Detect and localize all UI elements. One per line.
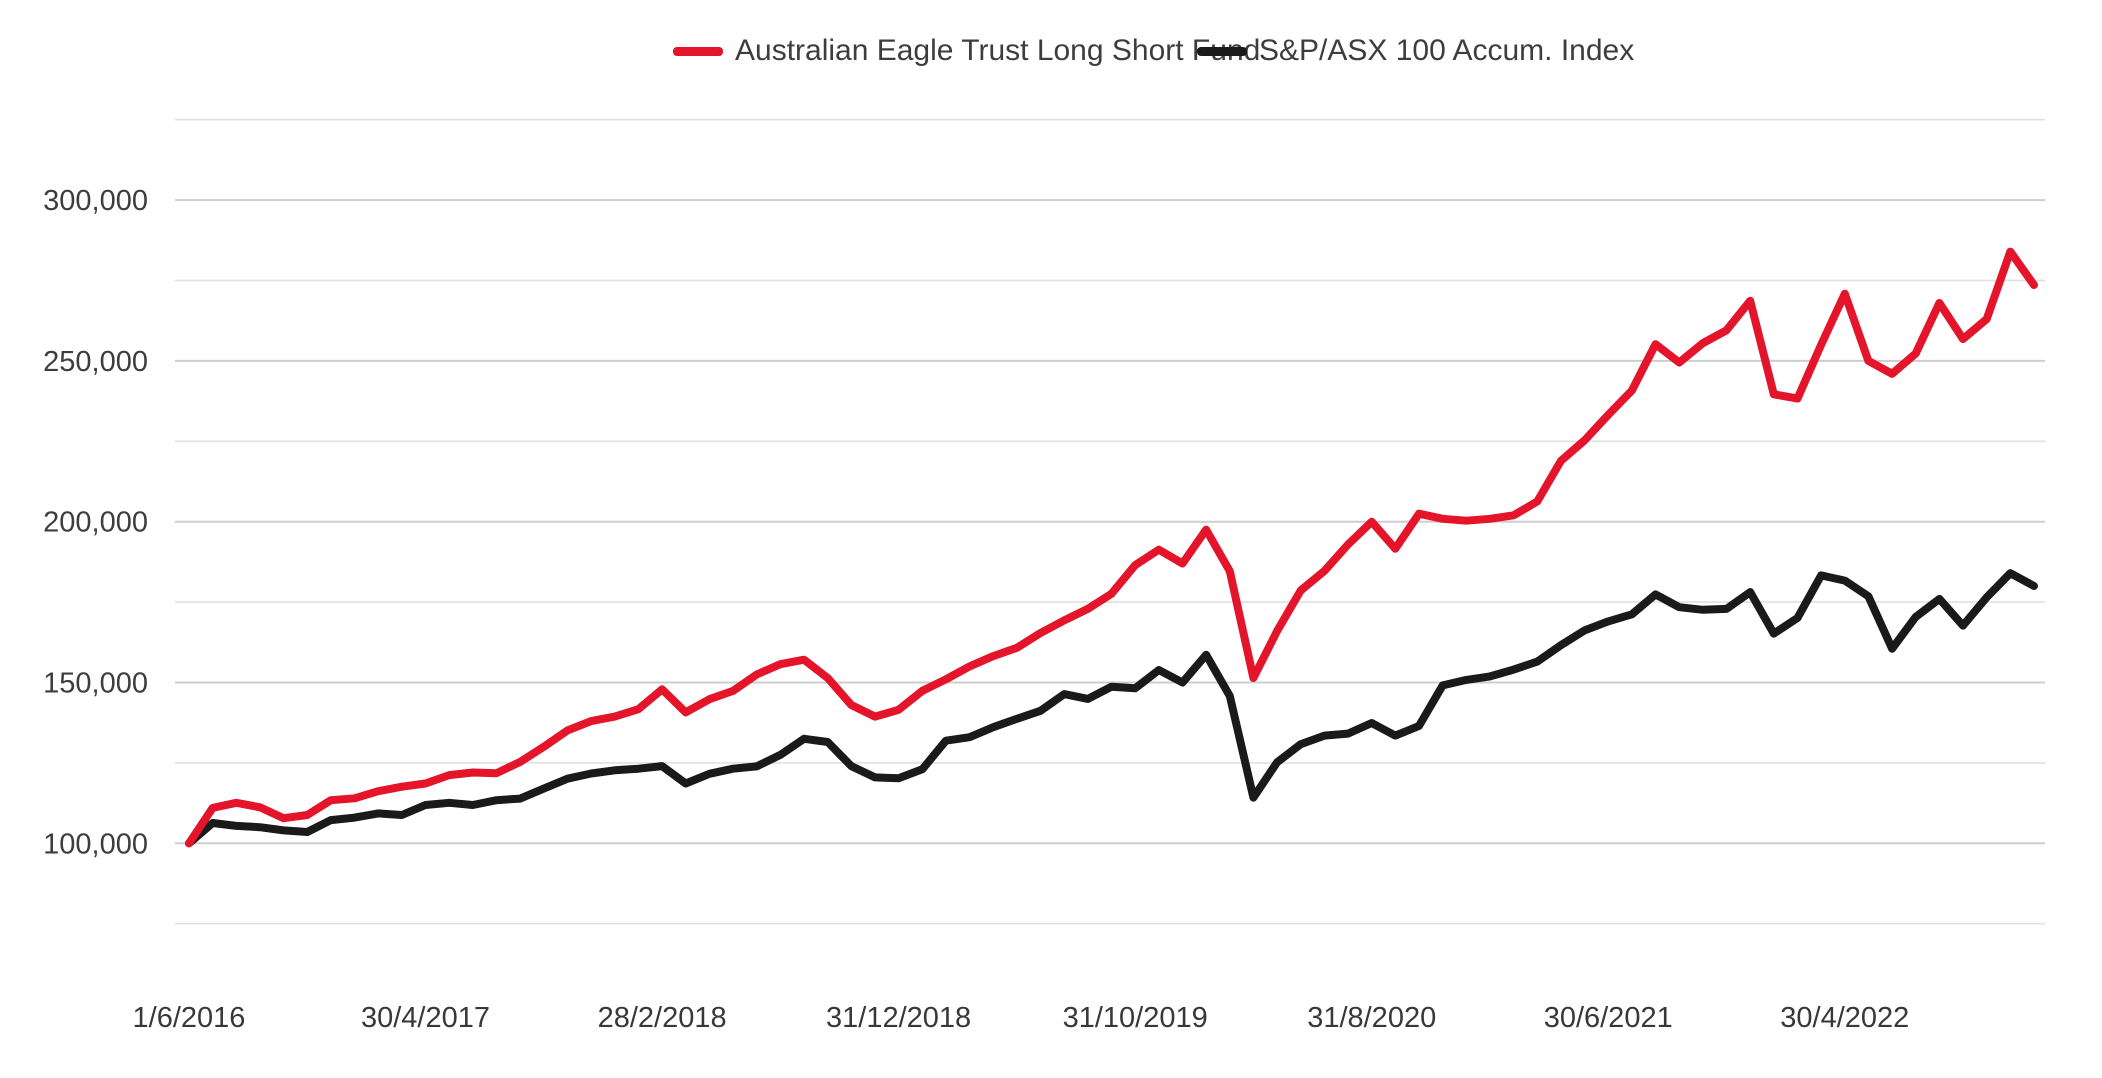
legend-label-index: S&P/ASX 100 Accum. Index <box>1259 34 1635 67</box>
x-axis-tick-label: 28/2/2018 <box>598 1002 727 1034</box>
x-axis-tick-label: 30/4/2022 <box>1780 1002 1909 1034</box>
y-axis-tick-label: 250,000 <box>43 346 148 378</box>
x-axis-tick-label: 31/10/2019 <box>1063 1002 1208 1034</box>
series-line-index <box>185 569 2038 848</box>
legend-swatch-index <box>1197 46 1247 56</box>
series-line-fund <box>185 247 2038 848</box>
x-axis-tick-label: 31/12/2018 <box>826 1002 971 1034</box>
y-axis-tick-label: 100,000 <box>43 828 148 860</box>
legend-label-fund: Australian Eagle Trust Long Short Fund <box>735 34 1261 67</box>
x-axis-tick-label: 30/4/2017 <box>361 1002 490 1034</box>
y-axis-tick-label: 200,000 <box>43 507 148 539</box>
x-axis-tick-label: 31/8/2020 <box>1307 1002 1436 1034</box>
chart-legend: Australian Eagle Trust Long Short Fund S… <box>0 0 2102 80</box>
y-axis-tick-label: 300,000 <box>43 185 148 217</box>
legend-swatch-fund <box>673 46 723 56</box>
y-axis-tick-label: 150,000 <box>43 668 148 700</box>
x-axis-tick-label: 1/6/2016 <box>133 1002 246 1034</box>
legend-item-fund: Australian Eagle Trust Long Short Fund <box>673 36 1260 66</box>
legend-item-index: S&P/ASX 100 Accum. Index <box>1197 36 1634 66</box>
x-axis-tick-label: 30/6/2021 <box>1544 1002 1673 1034</box>
